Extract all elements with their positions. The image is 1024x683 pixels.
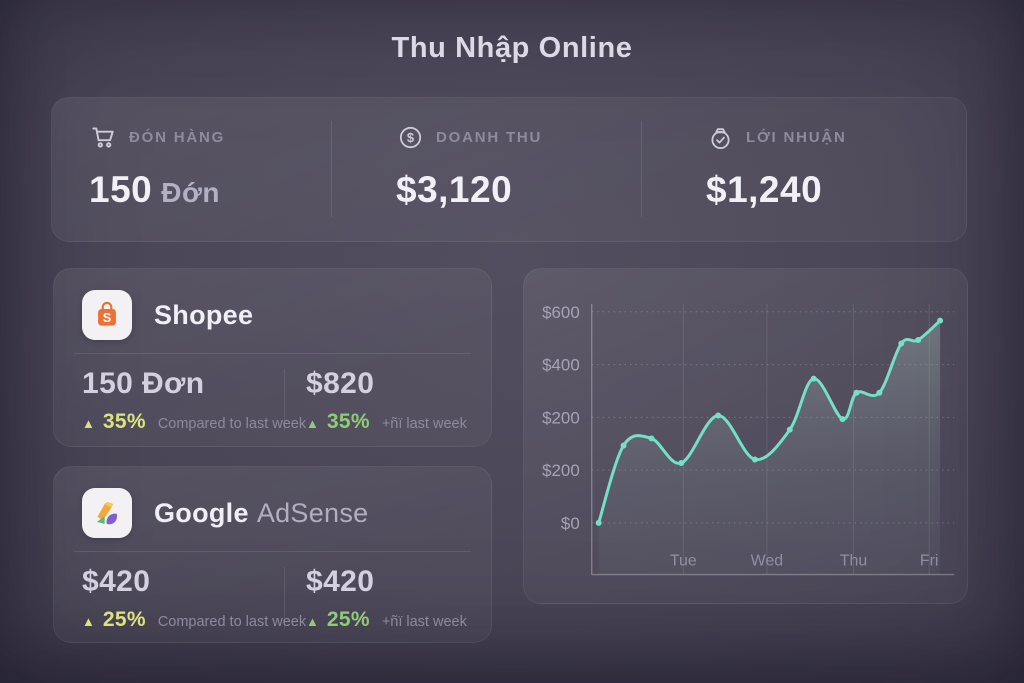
adsense-header: Google AdSense: [82, 488, 369, 538]
adsense-earnings-stat: $420 ▲ 25% Compared to last week: [82, 565, 306, 632]
shopee-orders-delta: 35%: [102, 410, 146, 433]
shopee-header: S Shopee: [82, 290, 261, 340]
adsense-revenue-stat: $420 ▲ 25% +ñï last week: [306, 565, 467, 632]
stat-orders: ĐÓN HÀNG 150 Đớn: [89, 121, 225, 211]
stat-revenue-label: DOANH THU: [436, 128, 543, 146]
triangle-up-icon: ▲: [306, 416, 319, 431]
svg-text:$200: $200: [542, 408, 580, 427]
divider: [284, 567, 285, 629]
shopee-name: Shopee: [154, 299, 254, 330]
page-title: Thu Nhập Online: [391, 32, 633, 64]
stats-divider: [331, 121, 332, 217]
stat-profit-label: LỚI NHUẬN: [746, 128, 847, 146]
divider: [74, 353, 471, 354]
profit-purse-icon: [706, 123, 734, 151]
summary-stats-card: ĐÓN HÀNG 150 Đớn $ DOANH THU $3,120: [51, 97, 967, 242]
revenue-area-chart: $600$400$200$200$0TueWedThuFri: [542, 303, 955, 576]
stat-revenue-value: $3,120: [396, 169, 513, 210]
stats-divider: [641, 121, 642, 217]
cart-icon: [89, 123, 117, 151]
triangle-up-icon: ▲: [82, 416, 95, 431]
divider: [284, 369, 285, 431]
shopee-card: S Shopee 150 Đơn ▲ 35% Compared to last …: [53, 268, 492, 447]
stat-profit-value: $1,240: [706, 169, 823, 210]
triangle-up-icon: ▲: [306, 614, 319, 629]
revenue-chart-card: $600$400$200$200$0TueWedThuFri: [523, 268, 968, 604]
stat-orders-value: 150 Đớn: [89, 169, 220, 210]
dollar-circle-icon: $: [396, 123, 424, 151]
triangle-up-icon: ▲: [82, 614, 95, 629]
shopee-orders-value: 150 Đơn: [82, 367, 205, 400]
adsense-earnings-value: $420: [82, 565, 151, 598]
adsense-name: Google AdSense: [154, 497, 369, 528]
adsense-earnings-note: Compared to last week: [157, 614, 307, 630]
shopee-revenue-delta: 35%: [326, 410, 370, 433]
svg-text:$: $: [406, 130, 413, 145]
svg-text:$600: $600: [542, 303, 580, 322]
svg-text:S: S: [103, 310, 112, 325]
adsense-logo-icon: [82, 488, 132, 538]
shopee-logo-icon: S: [82, 290, 132, 340]
svg-text:$200: $200: [542, 461, 580, 480]
adsense-revenue-note: +ñï last week: [381, 614, 467, 630]
shopee-revenue-value: $820: [306, 367, 375, 400]
adsense-revenue-delta: 25%: [326, 608, 370, 631]
shopee-revenue-stat: $820 ▲ 35% +ñï last week: [306, 367, 467, 434]
shopee-orders-stat: 150 Đơn ▲ 35% Compared to last week: [82, 367, 306, 434]
svg-text:$400: $400: [542, 356, 580, 375]
stat-revenue: $ DOANH THU $3,120: [396, 121, 542, 211]
stat-profit: LỚI NHUẬN $1,240: [706, 121, 847, 211]
divider: [74, 551, 471, 552]
stat-orders-label: ĐÓN HÀNG: [129, 128, 226, 146]
shopee-revenue-note: +ñï last week: [381, 416, 467, 432]
adsense-revenue-value: $420: [306, 565, 375, 598]
svg-text:$0: $0: [561, 514, 580, 533]
adsense-card: Google AdSense $420 ▲ 25% Compared to las…: [53, 466, 492, 643]
shopee-orders-note: Compared to last week: [157, 416, 307, 432]
adsense-earnings-delta: 25%: [102, 608, 146, 631]
